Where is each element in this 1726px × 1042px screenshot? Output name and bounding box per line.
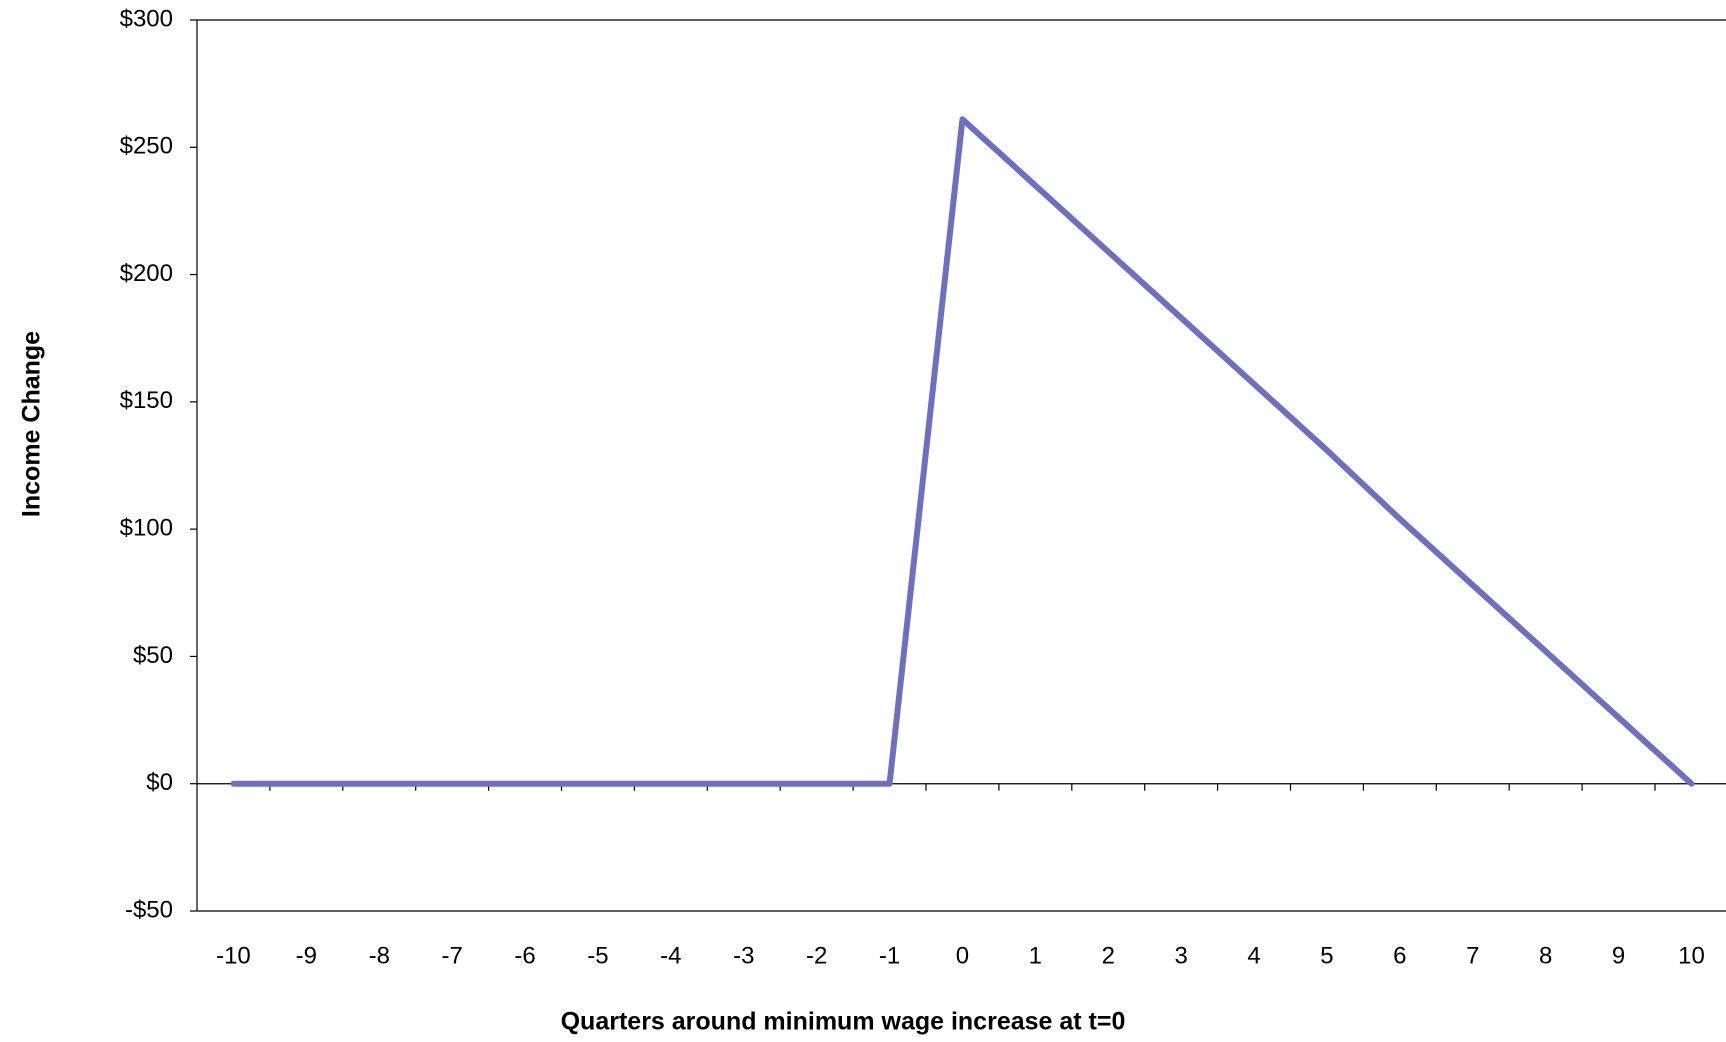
- x-tick-label: -1: [879, 942, 900, 969]
- x-tick-label: -7: [441, 942, 462, 969]
- x-tick-label: -3: [733, 942, 754, 969]
- x-tick-label: 1: [1029, 942, 1042, 969]
- x-tick-label: -5: [587, 942, 608, 969]
- x-tick-label: 7: [1466, 942, 1479, 969]
- x-tick-label: -10: [216, 942, 251, 969]
- x-tick-label: -4: [660, 942, 681, 969]
- y-tick-label: -$50: [125, 896, 173, 923]
- x-tick-label: -9: [296, 942, 317, 969]
- x-tick-label: 10: [1678, 942, 1705, 969]
- x-tick-label: 2: [1102, 942, 1115, 969]
- y-tick-label: $300: [120, 5, 173, 32]
- x-tick-label: 3: [1174, 942, 1187, 969]
- y-tick-label: $200: [120, 260, 173, 287]
- x-tick-label: 0: [956, 942, 969, 969]
- y-tick-label: $250: [120, 133, 173, 160]
- x-axis-title: Quarters around minimum wage increase at…: [561, 1008, 1126, 1036]
- x-tick-label: 4: [1247, 942, 1260, 969]
- y-tick-label: $100: [120, 514, 173, 541]
- x-tick-label: -8: [369, 942, 390, 969]
- y-tick-label: $0: [146, 769, 173, 796]
- y-tick-label: $50: [133, 642, 173, 669]
- x-tick-label: 5: [1320, 942, 1333, 969]
- x-tick-label: 9: [1612, 942, 1625, 969]
- x-tick-label: 6: [1393, 942, 1406, 969]
- y-tick-label: $150: [120, 387, 173, 414]
- y-axis-title: Income Change: [18, 331, 46, 517]
- x-tick-label: -6: [514, 942, 535, 969]
- x-tick-label: 8: [1539, 942, 1552, 969]
- x-tick-label: -2: [806, 942, 827, 969]
- data-line: [230, 116, 1695, 787]
